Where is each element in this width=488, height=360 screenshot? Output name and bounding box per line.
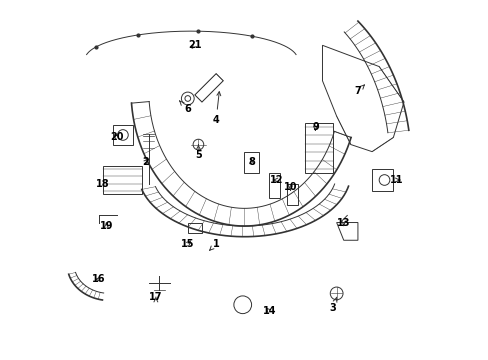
Text: 4: 4	[212, 92, 220, 125]
Text: 3: 3	[329, 297, 336, 312]
Text: 8: 8	[247, 157, 255, 167]
Text: 21: 21	[188, 40, 201, 50]
Text: 9: 9	[311, 122, 318, 132]
Text: 14: 14	[262, 306, 276, 316]
Text: 11: 11	[389, 175, 403, 185]
Text: 17: 17	[149, 292, 163, 302]
Text: 16: 16	[92, 274, 106, 284]
Text: 5: 5	[195, 145, 202, 160]
Text: 2: 2	[142, 157, 148, 167]
Text: 19: 19	[100, 221, 113, 231]
Text: 15: 15	[181, 239, 194, 249]
Text: 13: 13	[336, 217, 350, 228]
Text: 6: 6	[179, 101, 191, 114]
Text: 18: 18	[96, 179, 109, 189]
Text: 12: 12	[269, 175, 283, 185]
Text: 20: 20	[110, 132, 123, 143]
Text: 1: 1	[209, 239, 219, 250]
Text: 10: 10	[283, 182, 297, 192]
Text: 7: 7	[354, 85, 364, 96]
